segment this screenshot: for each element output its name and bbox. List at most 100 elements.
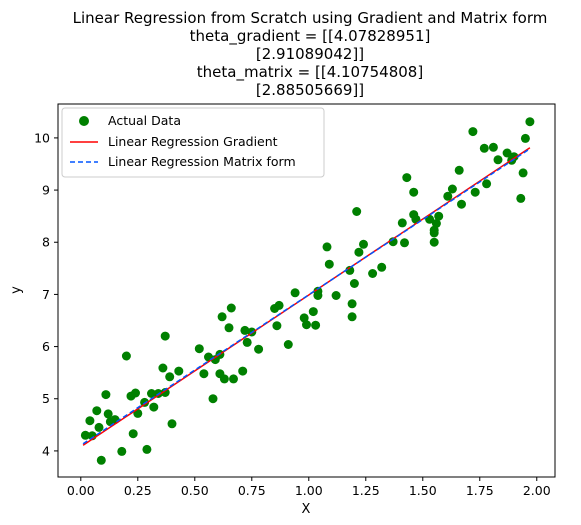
data-point-87 [479, 143, 489, 153]
title-line-1: Linear Regression from Scratch using Gra… [73, 9, 548, 27]
data-point-6 [96, 455, 106, 465]
data-point-90 [493, 155, 503, 165]
title-line-3: [2.91089042]] [256, 45, 364, 63]
data-point-31 [208, 394, 218, 404]
y-axis-label: y [9, 286, 24, 294]
data-point-18 [142, 444, 152, 454]
legend-label-matrix: Linear Regression Matrix form [108, 154, 296, 169]
data-point-46 [272, 321, 282, 331]
data-point-27 [174, 366, 184, 376]
data-point-77 [429, 228, 439, 238]
y-tick-label: 7 [42, 287, 50, 302]
legend-box [61, 107, 325, 178]
data-point-91 [502, 148, 512, 158]
data-point-50 [299, 313, 309, 323]
data-point-66 [368, 269, 378, 278]
y-tick-label: 8 [42, 235, 50, 250]
data-point-35 [217, 312, 227, 322]
data-point-7 [101, 390, 111, 400]
x-tick-label: 0.00 [67, 483, 95, 498]
data-point-55 [313, 291, 323, 300]
data-point-25 [165, 372, 175, 382]
data-point-14 [128, 429, 138, 439]
data-point-57 [324, 259, 334, 269]
data-point-41 [240, 325, 250, 335]
data-point-5 [94, 422, 104, 432]
data-point-80 [434, 211, 444, 221]
data-point-28 [194, 344, 204, 354]
data-point-40 [238, 366, 248, 376]
legend-label-actual-data: Actual Data [108, 113, 181, 128]
data-point-15 [131, 388, 140, 398]
y-axis-ticks: 4 5 6 7 8 9 10 [34, 130, 58, 458]
data-point-58 [331, 291, 341, 300]
data-point-86 [470, 187, 480, 197]
x-axis-label: X [302, 502, 311, 517]
data-point-79 [431, 219, 441, 228]
data-point-51 [302, 320, 311, 330]
data-point-78 [429, 237, 439, 247]
data-point-49 [290, 288, 300, 298]
legend: Actual Data Linear Regression Gradient L… [61, 107, 325, 178]
data-point-82 [447, 184, 457, 194]
data-point-19 [147, 389, 156, 398]
data-point-12 [121, 351, 131, 361]
data-point-42 [242, 337, 252, 347]
data-point-39 [229, 374, 238, 384]
legend-label-gradient: Linear Regression Gradient [108, 134, 278, 149]
data-point-62 [349, 279, 359, 288]
data-point-95 [518, 168, 528, 178]
data-point-72 [409, 187, 419, 197]
data-point-11 [117, 446, 127, 456]
data-point-47 [274, 300, 284, 310]
data-point-36 [219, 374, 229, 384]
data-point-67 [377, 262, 387, 272]
x-tick-label: 1.75 [466, 483, 494, 498]
data-point-4 [92, 406, 102, 416]
y-tick-label: 9 [42, 183, 50, 198]
x-axis-ticks: 0.00 0.25 0.50 0.75 1.00 1.25 1.50 1.75 2.00 [67, 477, 551, 498]
data-point-1 [80, 430, 90, 440]
x-tick-label: 2.00 [523, 483, 551, 498]
plot-area [80, 117, 535, 465]
data-point-65 [359, 239, 368, 249]
data-point-37 [224, 323, 234, 333]
y-tick-label: 6 [42, 339, 50, 354]
data-point-84 [457, 199, 466, 209]
data-point-38 [226, 303, 236, 313]
title-line-2: theta_gradient = [[4.07828951] [190, 27, 431, 46]
x-tick-label: 1.00 [295, 483, 323, 498]
data-point-20 [149, 402, 159, 412]
title-line-4: theta_matrix = [[4.10754808] [197, 63, 423, 82]
data-point-44 [254, 344, 264, 354]
data-point-69 [397, 218, 407, 228]
data-point-96 [520, 133, 530, 143]
data-point-81 [443, 191, 453, 201]
data-point-2 [85, 416, 95, 426]
matrix-regression-line [82, 148, 531, 445]
data-point-61 [347, 299, 357, 309]
data-point-89 [488, 142, 498, 152]
data-point-29 [199, 369, 209, 379]
data-point-83 [454, 165, 464, 175]
data-point-88 [482, 179, 492, 189]
data-point-23 [160, 331, 170, 341]
data-point-71 [402, 173, 412, 183]
title-line-5: [2.88505669]] [256, 81, 364, 99]
data-point-60 [347, 312, 357, 322]
chart-title: Linear Regression from Scratch using Gra… [73, 9, 548, 99]
x-tick-label: 0.50 [181, 483, 209, 498]
legend-marker-actual-data [79, 116, 89, 126]
axes-frame [57, 103, 556, 478]
x-tick-label: 0.75 [238, 483, 266, 498]
y-tick-label: 5 [42, 391, 50, 406]
data-point-26 [167, 419, 177, 429]
x-tick-label: 1.25 [352, 483, 380, 498]
data-point-97 [525, 117, 535, 127]
y-tick-label: 10 [34, 130, 50, 145]
data-point-8 [103, 409, 113, 419]
y-tick-label: 4 [42, 443, 50, 458]
data-point-64 [354, 247, 364, 257]
data-point-53 [311, 320, 321, 330]
